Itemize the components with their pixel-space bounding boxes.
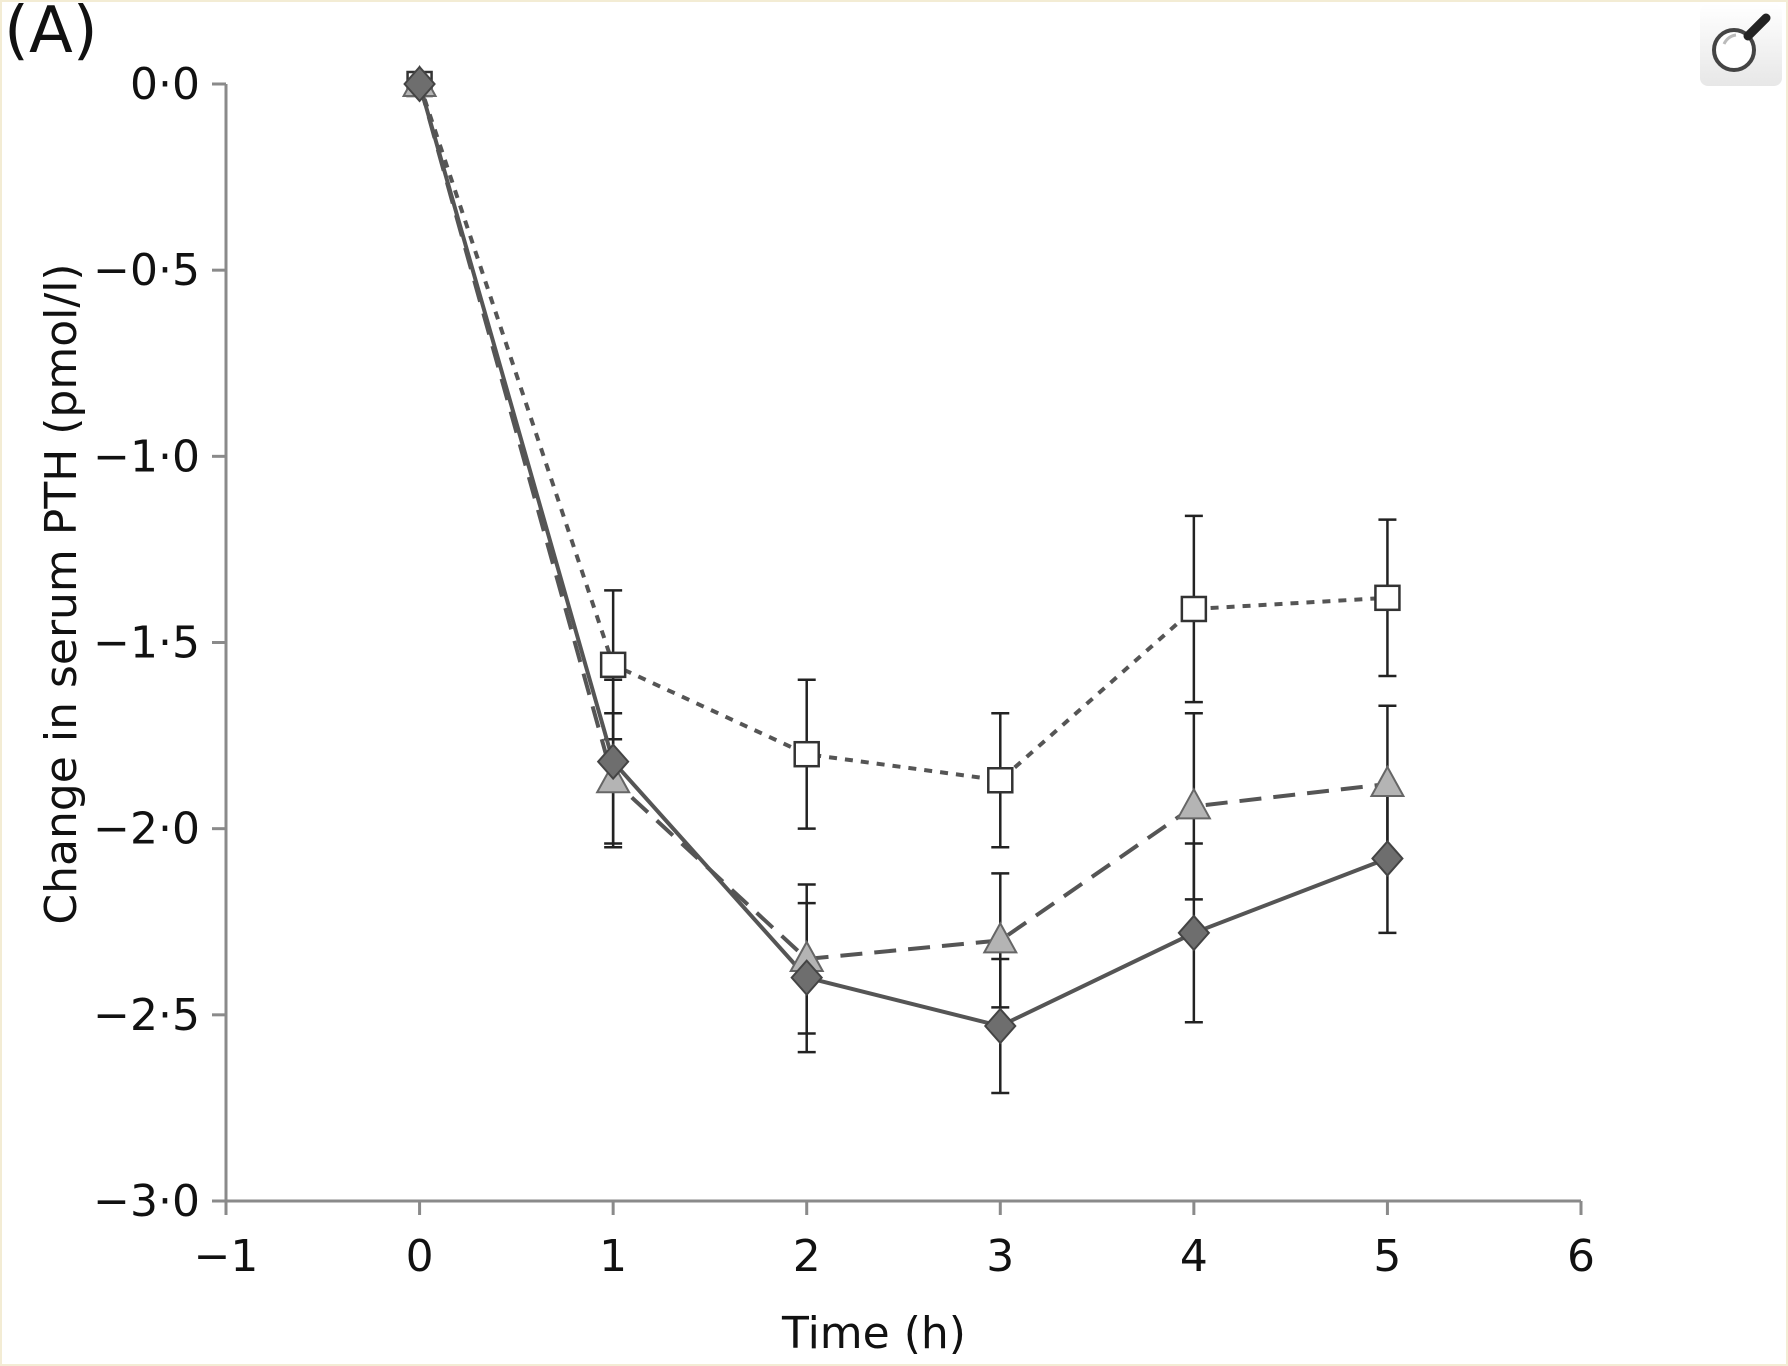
data-point-diamond [1371, 839, 1404, 877]
data-point-triangle [1176, 787, 1212, 820]
y-tick-label: −2·5 [93, 990, 200, 1041]
markers-triangle [401, 64, 1406, 972]
x-axis-title: Time (h) [781, 1308, 966, 1359]
data-point-diamond [790, 959, 824, 997]
series-diamond [417, 83, 1397, 1095]
y-tick-label: −1·0 [93, 431, 200, 482]
x-tick-label: 4 [1180, 1231, 1208, 1282]
x-tick-label: −1 [194, 1231, 259, 1282]
data-point-triangle [1369, 764, 1406, 797]
x-tick-label: 3 [986, 1231, 1014, 1282]
x-tick-label: 5 [1373, 1231, 1401, 1282]
x-tick-label: 0 [406, 1231, 434, 1282]
data-point-diamond [1177, 914, 1211, 952]
x-tick-label: 1 [599, 1231, 627, 1282]
markers-square [406, 70, 1401, 794]
data-point-diamond [403, 65, 436, 103]
axes: 0·0 −0·5 −1·0 −1·5 −2·0 −2·5 −3·0−1 0 1 2 3 4 5 6 [93, 59, 1595, 1282]
y-tick-label: 0·0 [130, 59, 200, 110]
y-axis-title: Change in serum PTH (pmol/l) [36, 263, 87, 924]
series-line [417, 83, 1388, 962]
y-tick-label: −1·5 [93, 618, 200, 669]
data-point-square [599, 651, 627, 679]
series-line [417, 83, 1389, 1029]
x-tick-label: 6 [1567, 1231, 1595, 1282]
panel-label: (A) [4, 0, 98, 68]
x-tick-label: 2 [793, 1231, 821, 1282]
y-tick-label: −3·0 [93, 1176, 200, 1227]
series-triangle [417, 83, 1397, 1035]
data-point-diamond [983, 1007, 1017, 1045]
data-point-diamond [596, 743, 630, 781]
markers-diamond [403, 65, 1404, 1045]
data-point-triangle [982, 921, 1018, 954]
data-point-square [793, 740, 820, 768]
data-point-square [1374, 584, 1401, 612]
y-tick-label: −2·0 [93, 804, 200, 855]
series-line [417, 83, 1388, 783]
y-tick-label: −0·5 [93, 245, 200, 296]
data-point-square [1180, 595, 1208, 623]
series-square [417, 83, 1397, 849]
series-layer [401, 64, 1406, 1095]
magnifier-icon [1712, 13, 1771, 72]
data-point-square [987, 767, 1014, 794]
zoom-button[interactable] [1700, 4, 1782, 86]
